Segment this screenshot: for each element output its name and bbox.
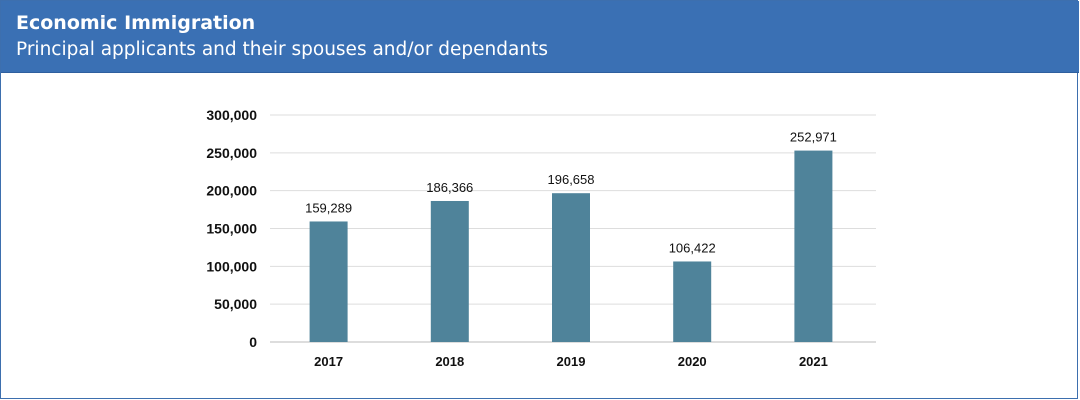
x-tick-label: 2017 — [314, 354, 343, 369]
x-axis-tick-labels: 2017 2018 2019 2020 2021 — [314, 354, 828, 369]
bar-2021 — [794, 150, 833, 342]
y-tick-label: 250,000 — [206, 145, 257, 161]
data-label: 186,366 — [426, 180, 473, 195]
bars — [309, 150, 833, 342]
y-tick-label: 0 — [249, 334, 257, 350]
panel-subtitle: Principal applicants and their spouses a… — [16, 39, 548, 60]
x-tick-label: 2019 — [557, 354, 586, 369]
y-tick-label: 300,000 — [206, 107, 257, 123]
data-labels: 159,289 186,366 196,658 106,422 252,971 — [305, 130, 837, 256]
bar-2017 — [309, 221, 348, 342]
y-tick-label: 100,000 — [206, 258, 257, 274]
bar-2020 — [673, 261, 712, 342]
data-label: 252,971 — [790, 130, 837, 145]
x-tick-label: 2018 — [435, 354, 464, 369]
bar-2018 — [430, 200, 469, 342]
y-tick-label: 150,000 — [206, 221, 257, 237]
data-label: 196,658 — [548, 172, 595, 187]
x-tick-label: 2021 — [799, 354, 828, 369]
panel-header: Economic Immigration Principal applicant… — [1, 1, 1079, 73]
bar-2019 — [552, 193, 590, 342]
data-label: 159,289 — [305, 200, 352, 215]
y-tick-label: 50,000 — [214, 296, 257, 312]
data-label: 106,422 — [669, 240, 716, 255]
panel-title: Economic Immigration — [16, 12, 256, 34]
x-tick-label: 2020 — [678, 354, 707, 369]
y-axis-tick-labels: 0 50,000 100,000 150,000 200,000 250,000 300,0… — [206, 107, 257, 350]
y-tick-label: 200,000 — [206, 183, 257, 199]
